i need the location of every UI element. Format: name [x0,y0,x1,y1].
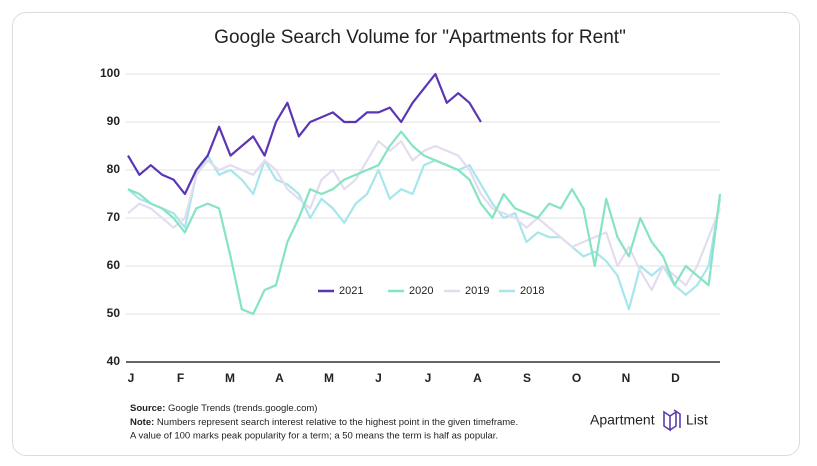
x-tick-label: A [473,371,482,385]
x-tick-label: J [375,371,382,385]
series-line [127,72,482,196]
y-tick-label: 100 [100,66,120,80]
y-tick-label: 80 [107,162,121,176]
legend-label: 2020 [409,285,433,297]
note-label: Source: [130,403,165,414]
source-note: Note: Numbers represent search interest … [130,417,518,428]
legend-label: 2019 [465,285,489,297]
card [12,12,800,456]
x-tick-label: D [671,371,680,385]
y-tick-label: 90 [107,114,121,128]
y-tick-label: 70 [107,210,121,224]
series-line [127,154,722,311]
y-tick-label: 50 [107,306,121,320]
logo-text: List [686,412,708,428]
x-tick-label: M [324,371,334,385]
y-tick-label: 60 [107,258,121,272]
note-text: Google Trends (trends.google.com) [168,403,317,414]
note-label: Note: [130,417,154,428]
x-tick-label: O [572,371,581,385]
x-tick-label: M [225,371,235,385]
logo-text: Apartment [590,412,655,428]
x-tick-label: S [523,371,531,385]
source-note: Source: Google Trends (trends.google.com… [130,403,317,414]
legend-label: 2021 [339,285,363,297]
legend-label: 2018 [520,285,544,297]
x-tick-label: J [128,371,135,385]
note-text: Numbers represent search interest relati… [157,417,518,428]
x-tick-label: A [275,371,284,385]
y-tick-label: 40 [107,354,121,368]
source-note: A value of 100 marks peak popularity for… [130,431,498,442]
series-line [127,140,722,292]
x-tick-label: F [177,371,184,385]
chart-title: Google Search Volume for "Apartments for… [214,27,626,48]
series-line [127,130,722,316]
x-tick-label: J [425,371,432,385]
logo-icon [663,409,681,432]
x-tick-label: N [622,371,631,385]
